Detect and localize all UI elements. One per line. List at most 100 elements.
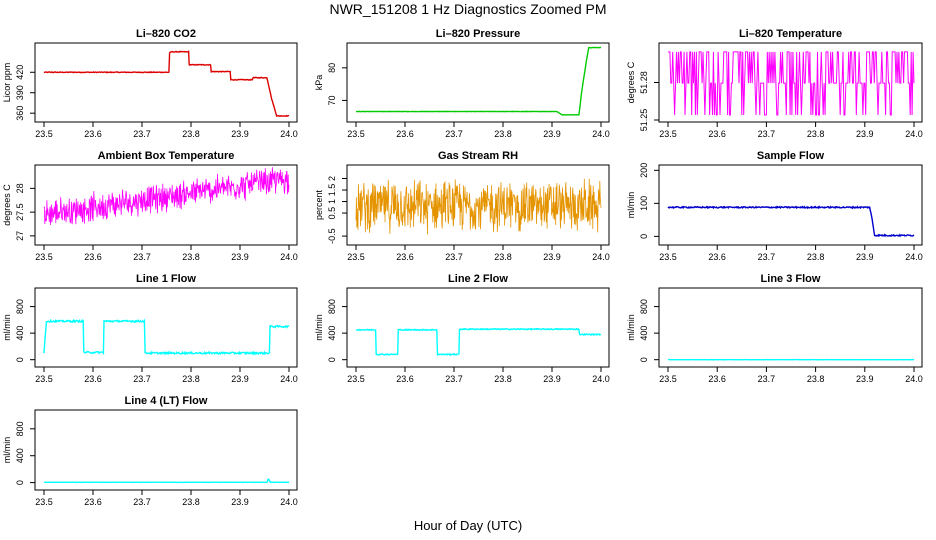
x-tick-label: 23.5 [35,252,53,262]
y-axis-label: degrees C [2,184,12,226]
chart-title: Sample Flow [757,150,825,162]
x-tick-label: 23.5 [347,252,365,262]
x-tick-label: 24.0 [280,497,298,507]
x-tick-label: 23.6 [708,129,726,139]
y-tick-label: 51.28 [639,71,649,94]
x-tick-label: 23.8 [494,252,512,262]
y-tick-label: 200 [639,163,649,178]
y-axis-label: degrees C [626,61,636,103]
x-tick-label: 23.5 [659,252,677,262]
x-tick-label: 23.8 [807,129,825,139]
x-tick-label: 24.0 [592,252,610,262]
plot-frame [34,287,298,368]
x-tick-label: 24.0 [905,374,923,384]
chart-panel-4: Ambient Box Temperature degrees C 23.5 23.6… [2,150,298,262]
chart-panel-2: Li–820 Pressure kPa 23.5 23.6 23.7 23.8 23.9 24… [314,28,610,139]
x-tick-label: 23.6 [84,374,102,384]
chart-title: Ambient Box Temperature [98,150,235,162]
x-tick-label: 23.9 [231,374,249,384]
x-tick-label: 23.7 [445,374,463,384]
x-tick-label: 23.6 [396,374,414,384]
plot-frame [346,42,610,123]
x-tick-label: 23.8 [494,129,512,139]
series-line [355,327,602,357]
chart-panel-10: Line 4 (LT) Flow ml/min 23.5 23.6 23.7 23.8 23… [2,395,298,507]
x-tick-label: 24.0 [905,129,923,139]
chart-panel-1: Li–820 CO2 Licor ppm 23.5 23.6 23.7 23.8 23.9 2… [2,28,298,139]
series-line [667,205,915,238]
x-tick-label: 23.6 [708,252,726,262]
x-tick-label: 23.6 [396,129,414,139]
chart-title: Li–820 Pressure [436,28,520,40]
plot-frame [346,164,610,246]
x-tick-label: 24.0 [592,129,610,139]
x-tick-label: 23.6 [84,497,102,507]
y-tick-label: 1.5 [327,184,337,197]
chart-title: Li–820 Temperature [739,28,842,40]
plot-frame [658,164,923,246]
plot-frame [346,287,610,368]
chart-panel-3: Li–820 Temperature degrees C 23.5 23.6 23.7 2… [626,28,923,139]
x-tick-label: 23.9 [231,497,249,507]
x-tick-label: 23.5 [35,497,53,507]
x-tick-label: 23.5 [347,374,365,384]
chart-panel-7: Line 1 Flow ml/min 23.5 23.6 23.7 23.8 23.9 24.… [2,273,298,384]
series-line [43,318,290,356]
y-tick-label: 27.5 [15,203,25,221]
x-tick-label: 23.7 [758,252,776,262]
y-tick-label: 0 [15,480,25,485]
x-tick-label: 24.0 [280,374,298,384]
x-tick-label: 23.7 [133,497,151,507]
x-tick-label: 23.6 [84,252,102,262]
y-tick-label: 400 [15,448,25,463]
y-tick-label: 0 [639,234,649,239]
x-tick-label: 23.8 [494,374,512,384]
y-tick-label: 2 [327,176,337,181]
chart-panel-8: Line 2 Flow ml/min 23.5 23.6 23.7 23.8 23.9 24.… [314,273,610,384]
y-axis-label: ml/min [626,314,636,341]
y-tick-label: 28 [15,183,25,193]
chart-title: Line 2 Flow [448,273,508,285]
x-tick-label: 23.9 [231,252,249,262]
y-tick-label: 400 [15,326,25,341]
y-tick-label: 100 [639,196,649,211]
x-tick-label: 23.5 [659,129,677,139]
x-tick-label: 23.8 [807,252,825,262]
y-tick-label: 0 [327,357,337,362]
x-tick-label: 23.9 [856,374,874,384]
y-axis-label: kPa [314,75,324,91]
x-tick-label: 24.0 [280,252,298,262]
y-tick-label: 360 [15,106,25,121]
y-axis-label: ml/min [314,314,324,341]
y-tick-label: 0 [15,357,25,362]
series-line [355,46,602,116]
y-tick-label: 27 [15,231,25,241]
y-tick-label: 1 [327,199,337,204]
x-tick-label: 23.7 [133,374,151,384]
y-tick-label: 80 [327,63,337,73]
y-tick-label: 51.25 [639,109,649,132]
y-tick-label: 800 [327,299,337,314]
y-tick-label: 0.5 [327,207,337,220]
chart-title: Line 1 Flow [136,273,196,285]
x-tick-label: 23.8 [182,374,200,384]
y-axis-label: percent [314,189,324,220]
x-tick-label: 24.0 [280,129,298,139]
y-tick-label: -0.5 [327,228,337,244]
series-line [355,178,602,235]
x-tick-label: 23.6 [84,129,102,139]
plot-frame [658,287,923,368]
y-tick-label: 800 [15,421,25,436]
x-tick-label: 23.9 [856,129,874,139]
x-tick-label: 23.5 [347,129,365,139]
chart-panel-5: Gas Stream RH percent 23.5 23.6 23.7 23.8 23.9… [314,150,610,262]
x-tick-label: 23.8 [182,497,200,507]
x-tick-label: 23.8 [182,252,200,262]
y-tick-label: 800 [639,299,649,314]
y-tick-label: 390 [15,85,25,100]
x-tick-label: 23.7 [758,129,776,139]
x-tick-label: 23.7 [758,374,776,384]
y-tick-label: 420 [15,65,25,80]
plot-frame [34,409,298,491]
